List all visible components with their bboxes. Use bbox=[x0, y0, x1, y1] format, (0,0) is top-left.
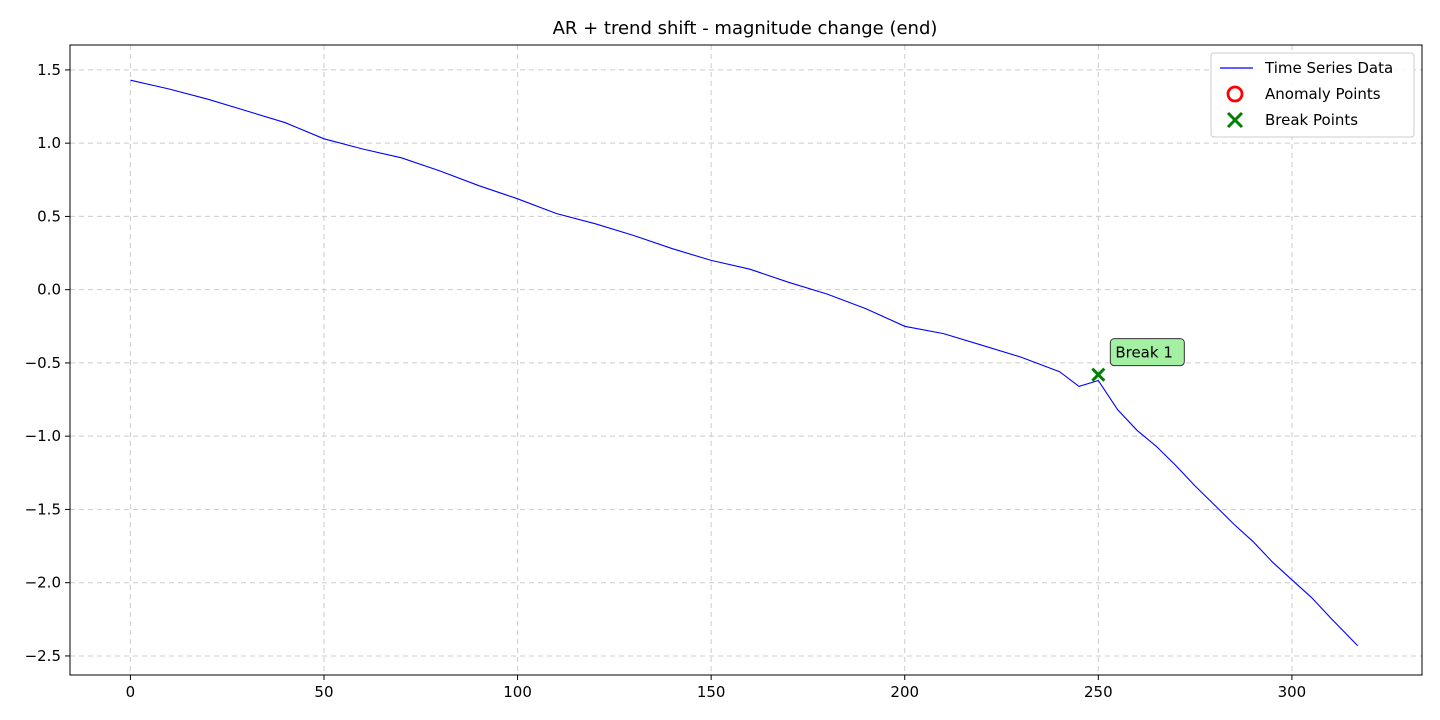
x-tick-label: 150 bbox=[697, 683, 726, 701]
y-tick-label: 1.5 bbox=[37, 61, 61, 79]
y-tick-label: −1.0 bbox=[25, 427, 61, 445]
y-tick-label: 0.5 bbox=[37, 207, 61, 225]
legend-label: Time Series Data bbox=[1264, 59, 1393, 77]
break-label: Break 1 bbox=[1115, 344, 1173, 362]
chart-title: AR + trend shift - magnitude change (end… bbox=[553, 18, 938, 39]
y-tick-label: −0.5 bbox=[25, 354, 61, 372]
plot-layer bbox=[130, 79, 1359, 647]
annotation-layer: Break 1 bbox=[1109, 338, 1185, 367]
x-tick-label: 100 bbox=[503, 683, 532, 701]
x-tick-label: 200 bbox=[890, 683, 919, 701]
x-tick-label: 50 bbox=[314, 683, 333, 701]
legend-x-stroke bbox=[1226, 111, 1244, 129]
tick-layer: 0 50 100 150 200 250 300 1.5 1.0 0.5 0.0 −0.5 −1.0 −1… bbox=[25, 61, 1307, 701]
x-tick-label: 300 bbox=[1278, 683, 1307, 701]
y-tick-label: −2.0 bbox=[25, 574, 61, 592]
legend-circle-swatch bbox=[1226, 85, 1244, 103]
y-tick-label: 1.0 bbox=[37, 134, 61, 152]
legend-label: Anomaly Points bbox=[1265, 85, 1381, 103]
x-tick-label: 250 bbox=[1084, 683, 1113, 701]
y-tick-label: −2.5 bbox=[25, 647, 61, 665]
legend-box bbox=[1210, 52, 1415, 138]
grid-layer bbox=[70, 45, 1422, 675]
break-point-marker bbox=[1091, 367, 1106, 382]
y-tick-label: 0.0 bbox=[37, 281, 61, 299]
break-label-box bbox=[1109, 338, 1185, 367]
break-point-stroke bbox=[1091, 367, 1106, 382]
legend-x-swatch bbox=[1226, 111, 1244, 129]
legend: Time Series Data Anomaly Points Break Poin… bbox=[1210, 52, 1415, 138]
legend-label: Break Points bbox=[1265, 111, 1358, 129]
series-line bbox=[130, 79, 1359, 647]
plot-frame bbox=[69, 44, 1423, 676]
y-tick-label: −1.5 bbox=[25, 500, 61, 518]
x-tick-label: 0 bbox=[126, 683, 136, 701]
